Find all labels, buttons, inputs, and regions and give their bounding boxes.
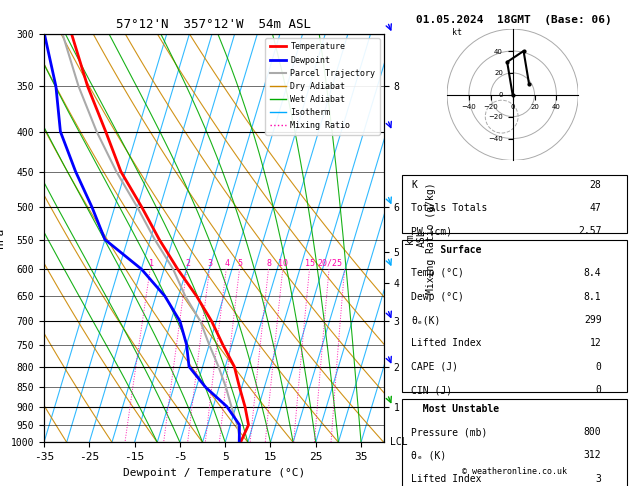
Text: 2.57: 2.57 [578,226,601,237]
Text: 312: 312 [584,451,601,460]
Line: Parcel Trajectory: Parcel Trajectory [62,34,240,442]
Dewpoint [202,384,209,390]
Temperature [174,266,181,272]
Parcel Trajectory [169,266,177,272]
Text: Surface: Surface [411,245,481,255]
Text: Dewp (°C): Dewp (°C) [411,292,464,302]
Dewpoint [138,266,145,272]
Temperature [237,439,244,445]
Dewpoint [57,129,64,135]
Temperature [231,364,238,369]
Text: 8.4: 8.4 [584,268,601,278]
Dewpoint [223,403,231,409]
Temperature [138,204,145,210]
Dewpoint [235,439,243,445]
Text: 01.05.2024  18GMT  (Base: 06): 01.05.2024 18GMT (Base: 06) [416,15,612,25]
Temperature [241,403,248,409]
Temperature [219,342,226,347]
Text: Most Unstable: Most Unstable [411,404,499,414]
Legend: Temperature, Dewpoint, Parcel Trajectory, Dry Adiabat, Wet Adiabat, Isotherm, Mi: Temperature, Dewpoint, Parcel Trajectory… [265,38,379,135]
Text: 800: 800 [584,427,601,437]
Temperature [155,237,163,243]
Parcel Trajectory [214,364,222,369]
Text: 8.1: 8.1 [584,292,601,302]
Text: 299: 299 [584,315,601,325]
Line: Dewpoint: Dewpoint [45,34,240,442]
Text: 8: 8 [267,259,272,268]
Parcel Trajectory [133,204,141,210]
Text: 20/25: 20/25 [317,259,342,268]
Text: θₑ(K): θₑ(K) [411,315,440,325]
Parcel Trajectory [228,403,235,409]
Text: 1: 1 [148,259,153,268]
Parcel Trajectory [75,84,82,89]
Temperature [245,422,252,428]
Text: Lifted Index: Lifted Index [411,338,481,348]
Parcel Trajectory [151,237,159,243]
Text: CIN (J): CIN (J) [411,385,452,395]
Y-axis label: hPa: hPa [0,228,5,248]
Text: © weatheronline.co.uk: © weatheronline.co.uk [462,467,567,476]
Text: CAPE (J): CAPE (J) [411,362,458,372]
Text: Pressure (mb): Pressure (mb) [411,427,487,437]
Dewpoint [72,169,79,174]
Text: 10: 10 [279,259,288,268]
Temperature [117,169,125,174]
Text: K: K [411,180,417,190]
Text: 0: 0 [596,385,601,395]
Text: 15: 15 [305,259,315,268]
Dewpoint [161,293,169,299]
Text: 4: 4 [225,259,230,268]
Text: 3: 3 [208,259,213,268]
Dewpoint [41,31,48,37]
Text: Totals Totals: Totals Totals [411,203,487,213]
Parcel Trajectory [58,31,66,37]
Dewpoint [186,364,193,369]
Text: Lifted Index: Lifted Index [411,474,481,484]
Temperature [236,384,243,390]
Dewpoint [176,318,184,324]
Dewpoint [236,422,243,428]
Text: Temp (°C): Temp (°C) [411,268,464,278]
Parcel Trajectory [93,129,101,135]
Parcel Trajectory [182,293,189,299]
Y-axis label: km
ASL: km ASL [405,229,426,247]
Parcel Trajectory [233,422,241,428]
Text: Mixing Ratio (g/kg): Mixing Ratio (g/kg) [426,182,437,294]
Parcel Trajectory [206,342,213,347]
Text: 5: 5 [238,259,243,268]
Dewpoint [88,204,96,210]
Dewpoint [183,342,191,347]
Text: kt: kt [452,28,462,36]
Text: 12: 12 [590,338,601,348]
Text: 3: 3 [596,474,601,484]
Dewpoint [52,84,60,89]
Title: 57°12'N  357°12'W  54m ASL: 57°12'N 357°12'W 54m ASL [116,18,311,32]
Text: PW (cm): PW (cm) [411,226,452,237]
Parcel Trajectory [113,169,120,174]
Text: 2: 2 [185,259,190,268]
Parcel Trajectory [237,439,244,445]
Text: 28: 28 [590,180,601,190]
Temperature [84,84,91,89]
Parcel Trajectory [222,384,230,390]
Text: θₑ (K): θₑ (K) [411,451,446,460]
Dewpoint [101,237,109,243]
Text: 0: 0 [596,362,601,372]
Temperature [208,318,216,324]
Parcel Trajectory [197,318,204,324]
Temperature [193,293,201,299]
Text: LCL: LCL [391,437,408,447]
Line: Temperature: Temperature [72,34,248,442]
Temperature [102,129,109,135]
Text: 47: 47 [590,203,601,213]
Temperature [68,31,75,37]
X-axis label: Dewpoint / Temperature (°C): Dewpoint / Temperature (°C) [123,468,305,478]
